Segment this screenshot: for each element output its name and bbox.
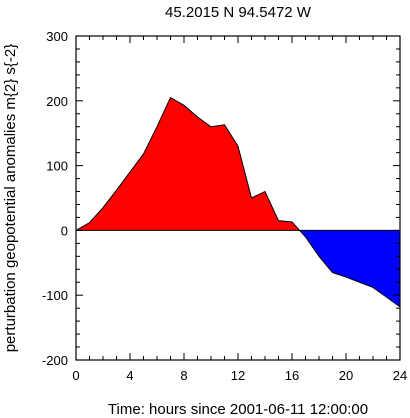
y-tick-label: 100	[46, 159, 68, 174]
x-tick-label: 0	[72, 368, 79, 383]
x-tick-label: 16	[285, 368, 299, 383]
y-axis-label: perturbation geopotential anomalies m{2}…	[2, 44, 19, 353]
x-tick-label: 12	[231, 368, 245, 383]
y-tick-label: 0	[61, 223, 68, 238]
area-positive	[76, 97, 300, 231]
x-tick-label: 20	[339, 368, 353, 383]
x-tick-label: 4	[126, 368, 133, 383]
x-tick-label: 24	[393, 368, 407, 383]
y-tick-label: 200	[46, 94, 68, 109]
axis-ticks: 0 4 8 12 16 20 24 -200 -100 0 100 200 300	[42, 29, 407, 383]
series-line	[75, 96, 401, 308]
chart-title: 45.2015 N 94.5472 W	[165, 4, 312, 21]
x-axis-label: Time: hours since 2001-06-11 12:00:00	[108, 401, 368, 418]
y-tick-label: -100	[42, 288, 68, 303]
y-tick-label: -200	[42, 353, 68, 368]
area-fills	[75, 96, 401, 308]
x-tick-label: 8	[180, 368, 187, 383]
plot-frame	[75, 35, 401, 361]
area-negative	[299, 230, 400, 307]
y-tick-label: 300	[46, 29, 68, 44]
